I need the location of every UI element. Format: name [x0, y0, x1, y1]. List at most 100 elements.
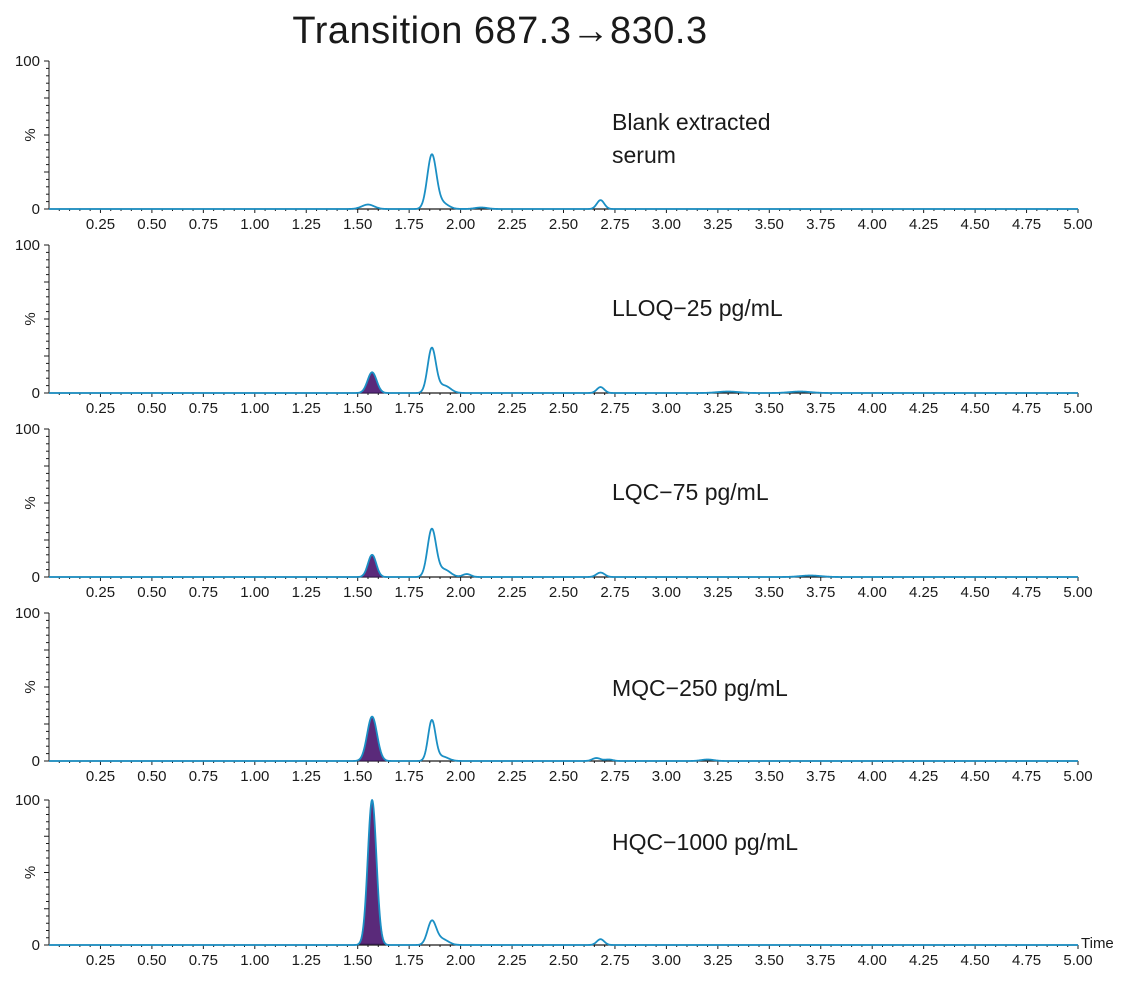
x-tick-label: 1.75 — [395, 952, 424, 969]
x-tick-label: 3.50 — [755, 400, 784, 417]
y-axis-label: % — [22, 312, 39, 325]
x-tick-label: 2.50 — [549, 216, 578, 233]
x-tick-label: 4.00 — [858, 584, 887, 601]
x-tick-label: 2.50 — [549, 952, 578, 969]
x-tick-label: 4.50 — [960, 584, 989, 601]
x-tick-label: 2.25 — [497, 768, 526, 785]
y-axis-label: % — [22, 496, 39, 509]
x-tick-label: 4.25 — [909, 584, 938, 601]
x-tick-label: 0.75 — [189, 216, 218, 233]
y-tick-label: 0 — [32, 201, 40, 218]
x-tick-label: 3.00 — [652, 584, 681, 601]
x-tick-label: 3.25 — [703, 216, 732, 233]
x-tick-label: 3.50 — [755, 216, 784, 233]
x-tick-label: 4.00 — [858, 400, 887, 417]
panel-label: LLOQ−25 pg/mL — [612, 295, 783, 321]
x-tick-label: 5.00 — [1063, 584, 1092, 601]
x-tick-label: 1.25 — [292, 768, 321, 785]
x-tick-label: 1.75 — [395, 400, 424, 417]
y-axis-label: % — [22, 680, 39, 693]
x-tick-label: 4.75 — [1012, 768, 1041, 785]
x-tick-label: 1.75 — [395, 216, 424, 233]
x-tick-label: 3.25 — [703, 400, 732, 417]
x-tick-label: 1.50 — [343, 952, 372, 969]
x-tick-label: 2.25 — [497, 584, 526, 601]
x-tick-label: 3.00 — [652, 216, 681, 233]
chromatogram-trace — [48, 715, 1079, 762]
x-tick-label: 1.50 — [343, 400, 372, 417]
x-tick-label: 2.75 — [600, 216, 629, 233]
x-tick-label: 2.00 — [446, 952, 475, 969]
x-tick-label: 5.00 — [1063, 952, 1092, 969]
x-tick-label: 2.75 — [600, 768, 629, 785]
analyte-peak-fill — [357, 371, 387, 394]
x-axis-label: Time — [1081, 935, 1114, 952]
panel-label: MQC−250 pg/mL — [612, 675, 788, 701]
x-tick-label: 3.25 — [703, 584, 732, 601]
analyte-peak-fill — [356, 799, 388, 945]
chromatogram-trace — [48, 799, 1079, 946]
chart-title: Transition 687.3→830.3 — [292, 10, 708, 52]
x-tick-label: 3.50 — [755, 584, 784, 601]
x-tick-label: 3.25 — [703, 768, 732, 785]
x-tick-label: 3.25 — [703, 952, 732, 969]
panel-label: HQC−1000 pg/mL — [612, 829, 798, 855]
chromatogram-trace — [48, 527, 1079, 578]
y-tick-label: 100 — [15, 605, 40, 622]
x-tick-label: 1.75 — [395, 768, 424, 785]
analyte-peak-fill — [356, 716, 388, 762]
x-tick-label: 1.00 — [240, 216, 269, 233]
x-tick-label: 0.25 — [86, 216, 115, 233]
x-tick-label: 3.50 — [755, 768, 784, 785]
x-tick-label: 1.50 — [343, 768, 372, 785]
x-tick-label: 1.25 — [292, 584, 321, 601]
x-tick-label: 2.50 — [549, 768, 578, 785]
x-tick-label: 4.25 — [909, 768, 938, 785]
y-tick-label: 100 — [15, 237, 40, 254]
x-tick-label: 0.75 — [189, 400, 218, 417]
x-tick-label: 2.00 — [446, 216, 475, 233]
x-tick-label: 3.75 — [806, 952, 835, 969]
x-tick-label: 4.00 — [858, 768, 887, 785]
x-tick-label: 0.50 — [137, 584, 166, 601]
panel-label: serum — [612, 142, 676, 168]
x-tick-label: 2.25 — [497, 952, 526, 969]
x-tick-label: 1.25 — [292, 400, 321, 417]
y-tick-label: 100 — [15, 53, 40, 70]
x-tick-label: 4.00 — [858, 216, 887, 233]
x-tick-label: 4.75 — [1012, 952, 1041, 969]
x-tick-label: 1.50 — [343, 216, 372, 233]
y-axis-label: % — [22, 128, 39, 141]
y-tick-label: 0 — [32, 937, 40, 954]
x-tick-label: 4.50 — [960, 400, 989, 417]
x-tick-label: 0.25 — [86, 400, 115, 417]
x-tick-label: 4.50 — [960, 952, 989, 969]
y-tick-label: 0 — [32, 753, 40, 770]
x-tick-label: 0.25 — [86, 584, 115, 601]
x-tick-label: 4.75 — [1012, 216, 1041, 233]
x-tick-label: 2.25 — [497, 400, 526, 417]
y-tick-label: 0 — [32, 569, 40, 586]
x-tick-label: 5.00 — [1063, 768, 1092, 785]
x-tick-label: 1.00 — [240, 400, 269, 417]
x-tick-label: 0.50 — [137, 768, 166, 785]
x-tick-label: 0.50 — [137, 952, 166, 969]
x-tick-label: 4.50 — [960, 768, 989, 785]
x-tick-label: 3.00 — [652, 400, 681, 417]
analyte-peak-fill — [358, 554, 386, 578]
x-tick-label: 3.50 — [755, 952, 784, 969]
x-tick-label: 2.00 — [446, 400, 475, 417]
x-tick-label: 1.00 — [240, 584, 269, 601]
x-tick-label: 0.50 — [137, 216, 166, 233]
x-tick-label: 1.50 — [343, 584, 372, 601]
x-tick-label: 2.75 — [600, 400, 629, 417]
y-tick-label: 0 — [32, 385, 40, 402]
y-axis-label: % — [22, 866, 39, 879]
x-tick-label: 5.00 — [1063, 216, 1092, 233]
x-tick-label: 3.00 — [652, 952, 681, 969]
x-tick-label: 2.00 — [446, 584, 475, 601]
x-tick-label: 4.75 — [1012, 584, 1041, 601]
x-tick-label: 5.00 — [1063, 400, 1092, 417]
panel-label: LQC−75 pg/mL — [612, 479, 769, 505]
